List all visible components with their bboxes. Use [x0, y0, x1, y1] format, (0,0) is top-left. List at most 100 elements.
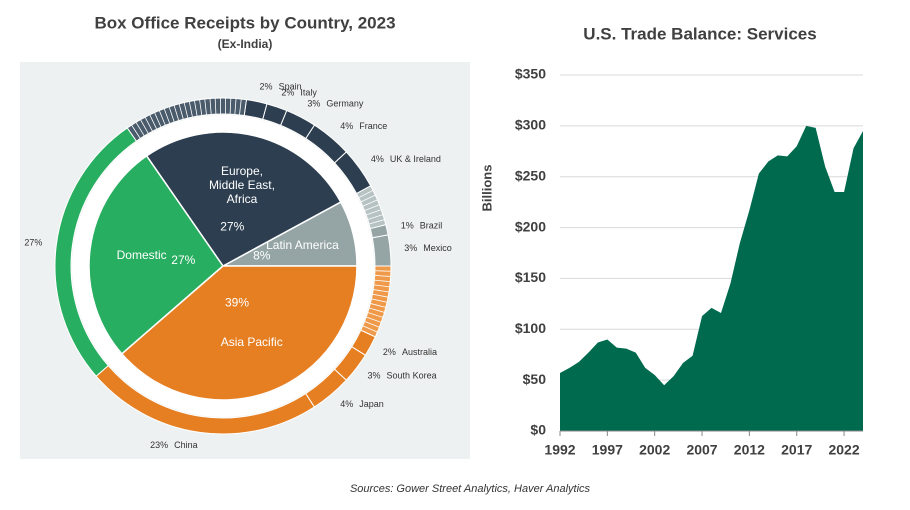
ring-label: 1% Brazil: [401, 221, 443, 231]
ring-divider: [372, 293, 389, 298]
slice-value-label: 27%: [220, 219, 244, 233]
x-tick-label: 2012: [734, 442, 765, 458]
ring-label: 2% Australia: [383, 347, 437, 357]
ring-name: Mexico: [423, 243, 452, 253]
ring-segment: [243, 99, 268, 120]
ring-divider: [204, 98, 207, 115]
ring-divider: [366, 316, 382, 323]
ring-label: 4% Japan: [340, 400, 384, 410]
x-tick-label: 2017: [781, 442, 812, 458]
ring-value-label: 3%: [307, 99, 320, 109]
ring-name: Germany: [326, 99, 364, 109]
ring-name: France: [359, 121, 387, 131]
ring-divider: [158, 110, 166, 126]
pie-title: Box Office Receipts by Country, 2023: [94, 13, 395, 32]
area-title: U.S. Trade Balance: Services: [583, 24, 816, 43]
ring-divider: [140, 119, 149, 134]
slice-label-line: Europe,: [221, 164, 263, 178]
y-tick-label: $200: [515, 218, 546, 234]
slice-value-label: 27%: [171, 253, 195, 267]
ring-divider: [368, 219, 385, 225]
ring-divider: [368, 307, 385, 313]
ring-label: 3% Mexico: [404, 243, 452, 253]
ring-name: South Korea: [387, 371, 437, 381]
ring-divider: [364, 321, 380, 328]
pie-slice: [145, 131, 342, 267]
ring-divider: [366, 209, 382, 216]
ring-divider: [154, 112, 162, 128]
area: [560, 125, 863, 431]
ring-divider: [214, 98, 217, 115]
ring-divider: [209, 98, 212, 115]
source: Sources: Gower Street Analytics, Haver A…: [350, 483, 591, 495]
ring-value-label: 2%: [281, 88, 294, 98]
ring-segment: [371, 234, 392, 267]
ring-value-label: 3%: [404, 243, 417, 253]
ring-divider: [373, 284, 390, 288]
ring-divider: [194, 100, 198, 117]
ring-divider: [373, 289, 390, 293]
ring-divider: [229, 98, 232, 115]
y-tick-label: $0: [530, 422, 546, 438]
x-tick-label: 2002: [639, 442, 670, 458]
ring-divider: [149, 114, 158, 130]
ring-divider: [362, 325, 378, 333]
y-tick-label: $50: [523, 371, 547, 387]
slice-label: Asia Pacific: [221, 335, 283, 349]
ring-label: 4% UK & Ireland: [371, 154, 441, 164]
slice-label-line: Middle East,: [209, 178, 275, 192]
ring-divider: [178, 103, 184, 120]
ring-name: UK & Ireland: [390, 154, 441, 164]
ring-label: 4% France: [340, 121, 387, 131]
y-tick-label: $350: [515, 66, 546, 82]
ring-divider: [364, 204, 380, 211]
ring-value-label: 27%: [24, 238, 42, 248]
pie-slice: [120, 265, 358, 401]
ring-divider: [131, 124, 141, 139]
ring-name: Italy: [300, 88, 317, 98]
ring-divider: [374, 275, 391, 277]
ring-divider: [183, 102, 189, 119]
ring-divider: [371, 298, 388, 303]
ring-divider: [199, 99, 203, 116]
ring-label: 3% Germany: [307, 99, 364, 109]
ring-value-label: 1%: [401, 221, 414, 231]
ring-divider: [144, 116, 153, 132]
slice-label: Domestic: [117, 248, 167, 262]
ring-divider: [163, 108, 171, 124]
y-axis-label: Billions: [479, 165, 494, 212]
ring-name: Spain: [279, 82, 302, 92]
ring-segment: [360, 265, 392, 338]
ring-divider: [362, 199, 378, 207]
pie-slice: [88, 154, 224, 355]
ring-value-label: 4%: [340, 400, 353, 410]
slice-label: Europe, Middle East, Africa: [209, 164, 275, 206]
ring-value-label: 2%: [260, 82, 273, 92]
ring-name: China: [174, 441, 198, 451]
slice-value-label: 39%: [225, 296, 249, 310]
pie-subtitle: (Ex-India): [218, 37, 273, 51]
ring-divider: [239, 98, 242, 115]
ring-label: 23% China: [150, 441, 198, 451]
ring-label: 27%: [24, 238, 42, 248]
ring-divider: [374, 279, 391, 283]
ring-label: 2% Italy: [281, 88, 317, 98]
ring-name: Japan: [359, 400, 384, 410]
ring-divider: [168, 106, 175, 123]
ring-divider: [370, 303, 386, 308]
ring-divider: [188, 101, 193, 118]
x-tick-label: 2022: [828, 442, 859, 458]
ring-divider: [173, 105, 180, 121]
y-tick-label: $250: [515, 167, 546, 183]
y-tick-label: $300: [515, 117, 546, 133]
ring-divider: [360, 194, 376, 203]
x-tick-label: 2007: [686, 442, 717, 458]
y-tick-label: $150: [515, 269, 546, 285]
ring-label: 2% Spain: [260, 82, 302, 92]
ring-value-label: 3%: [368, 371, 381, 381]
ring-divider: [358, 190, 374, 198]
ring-value-label: 2%: [383, 347, 396, 357]
slice-label-line: Africa: [227, 192, 258, 206]
x-tick-label: 1997: [592, 442, 623, 458]
